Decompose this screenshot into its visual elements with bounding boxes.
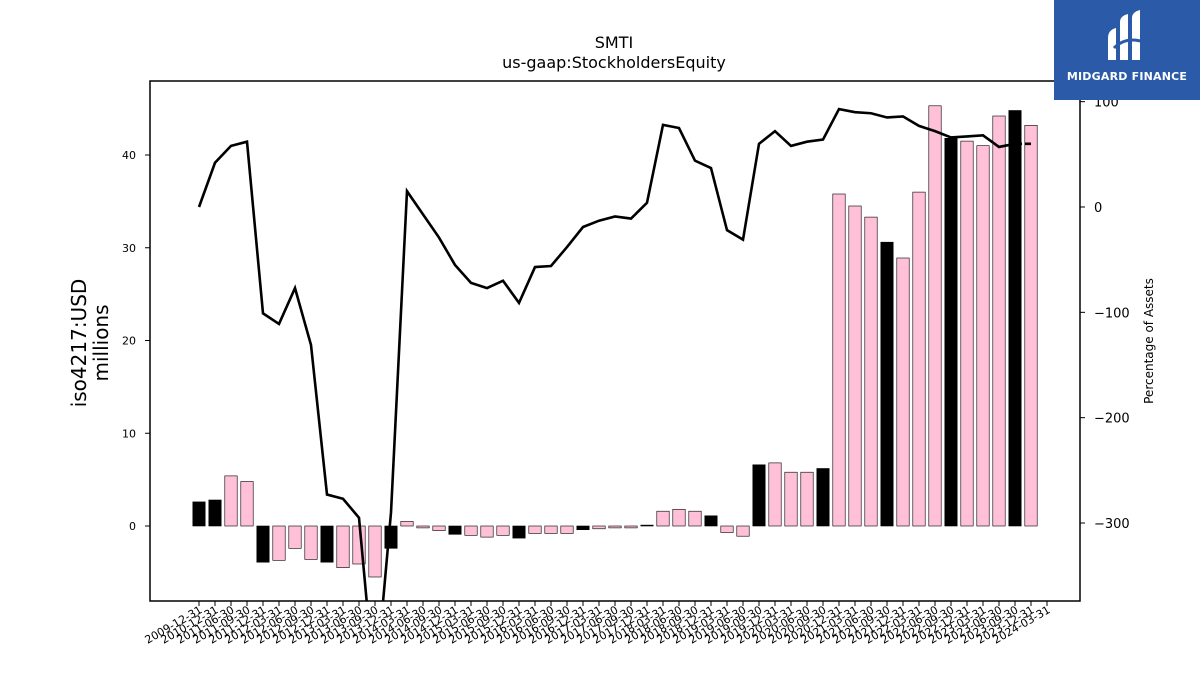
bar bbox=[320, 525, 334, 563]
bar bbox=[512, 525, 526, 539]
bar bbox=[752, 464, 766, 527]
bar bbox=[384, 525, 398, 549]
bar bbox=[688, 510, 702, 527]
bar bbox=[928, 105, 942, 527]
bar bbox=[736, 525, 750, 537]
chart-subtitle: us-gaap:StockholdersEquity bbox=[502, 53, 726, 72]
bar bbox=[544, 525, 558, 534]
bar bbox=[656, 510, 670, 527]
brand-logo: MIDGARD FINANCE bbox=[1054, 0, 1200, 100]
bar bbox=[288, 525, 302, 549]
bar bbox=[864, 216, 878, 527]
bar bbox=[368, 525, 382, 578]
bar bbox=[208, 499, 222, 527]
bar bbox=[624, 525, 638, 529]
bar bbox=[400, 521, 414, 527]
bar bbox=[1024, 125, 1038, 527]
bar bbox=[608, 525, 622, 529]
y-tick-label-right: −100 bbox=[1094, 306, 1130, 321]
y-axis-label-line: iso4217:USD bbox=[67, 279, 91, 408]
bar bbox=[448, 525, 462, 535]
bar bbox=[800, 471, 814, 527]
bar bbox=[640, 524, 654, 527]
bar bbox=[944, 138, 958, 527]
bar bbox=[496, 525, 510, 536]
line-series-solid bbox=[197, 107, 1016, 601]
bar bbox=[464, 525, 478, 536]
bar bbox=[1008, 110, 1022, 527]
bar bbox=[272, 525, 286, 561]
bar bbox=[720, 525, 734, 533]
y-axis-label-line: millions bbox=[89, 304, 113, 381]
bar bbox=[240, 481, 254, 527]
bar bbox=[672, 508, 686, 527]
bar bbox=[880, 241, 894, 527]
bars-group bbox=[192, 105, 1038, 578]
plot-frame bbox=[149, 80, 1081, 602]
bar bbox=[848, 205, 862, 527]
bar bbox=[336, 525, 350, 569]
bar bbox=[832, 193, 846, 527]
bar bbox=[896, 257, 910, 527]
line-series-group bbox=[197, 107, 1031, 601]
y-tick-label: 40 bbox=[122, 149, 136, 162]
y-axis-label-right: Percentage of Assets bbox=[1142, 278, 1156, 404]
logo-mark-icon bbox=[1108, 10, 1145, 60]
logo-text: MIDGARD FINANCE bbox=[1066, 70, 1188, 83]
bar bbox=[976, 145, 990, 527]
bar bbox=[432, 525, 446, 531]
bar bbox=[480, 525, 494, 538]
bar bbox=[992, 115, 1006, 527]
bar bbox=[768, 462, 782, 527]
bar bbox=[960, 140, 974, 527]
y-tick-label-right: 0 bbox=[1094, 201, 1102, 216]
bar bbox=[224, 475, 238, 527]
bar bbox=[256, 525, 270, 563]
chart-title: SMTI bbox=[595, 33, 633, 52]
y-tick-label: 30 bbox=[122, 242, 136, 255]
bar bbox=[592, 525, 606, 530]
bar bbox=[560, 525, 574, 534]
axes-group: 010203040−300−200−10001002009-12-312010-… bbox=[122, 96, 1130, 647]
bar bbox=[784, 471, 798, 527]
bar bbox=[816, 468, 830, 527]
bar bbox=[416, 525, 430, 529]
bar bbox=[192, 501, 206, 527]
y-tick-label-right: −200 bbox=[1094, 412, 1130, 427]
y-tick-label: 20 bbox=[122, 335, 136, 348]
bar bbox=[704, 515, 718, 527]
bar bbox=[528, 525, 542, 534]
bar bbox=[304, 525, 318, 560]
bar bbox=[912, 191, 926, 527]
y-tick-label-right: −300 bbox=[1094, 517, 1130, 532]
bar bbox=[576, 525, 590, 531]
y-tick-label: 10 bbox=[122, 427, 136, 440]
y-tick-label: 0 bbox=[129, 520, 136, 533]
